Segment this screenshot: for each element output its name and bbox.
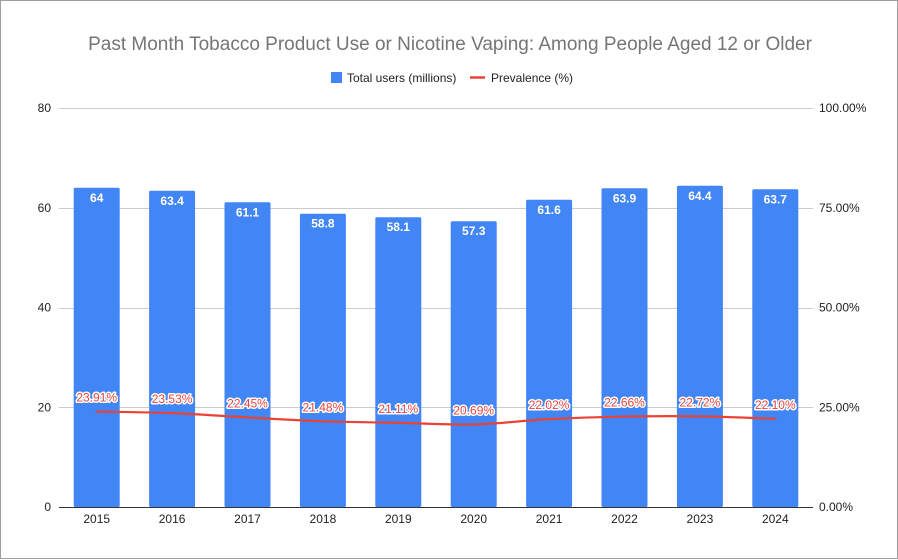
line-value-label: 23.91% (76, 391, 117, 405)
bar (526, 200, 572, 507)
bar (225, 202, 271, 507)
line-value-label: 23.53% (152, 392, 193, 406)
bar-value-label: 57.3 (462, 224, 486, 238)
left-axis-tick-label: 0 (44, 500, 51, 514)
bar-value-label: 63.4 (160, 194, 184, 208)
bar (149, 191, 195, 507)
x-axis-tick-label: 2023 (687, 512, 714, 526)
line-value-label: 22.02% (529, 398, 570, 412)
legend-label-bars: Total users (millions) (347, 71, 456, 85)
chart-title: Past Month Tobacco Product Use or Nicoti… (88, 34, 813, 55)
line-value-label: 22.72% (680, 395, 721, 409)
right-axis-tick-label: 100.00% (819, 101, 867, 115)
line-value-label: 22.10% (755, 398, 796, 412)
bar-value-label: 61.6 (537, 203, 561, 217)
x-axis-tick-label: 2016 (159, 512, 186, 526)
left-axis-tick-label: 60 (38, 201, 52, 215)
bar (677, 186, 723, 507)
bar (74, 188, 120, 507)
right-axis-tick-label: 75.00% (819, 201, 860, 215)
bar (375, 217, 421, 507)
x-axis-tick-label: 2018 (310, 512, 337, 526)
bar-value-label: 63.7 (764, 192, 788, 206)
bar-value-label: 63.9 (613, 191, 637, 205)
bar-value-label: 61.1 (236, 205, 260, 219)
chart-legend: Total users (millions) Prevalence (%) (331, 71, 573, 85)
x-axis-tick-label: 2019 (385, 512, 412, 526)
left-axis-tick-label: 40 (38, 301, 52, 315)
bar-series: 64 63.4 61.1 58.8 58.1 57.3 61.6 63.9 64.4 63.7 (74, 186, 799, 507)
x-axis-tick-label: 2022 (611, 512, 638, 526)
left-axis-tick-label: 80 (38, 101, 52, 115)
x-axis-tick-label: 2021 (536, 512, 563, 526)
legend-swatch-bars (331, 72, 342, 83)
line-value-label: 21.48% (303, 400, 344, 414)
left-axis-tick-label: 20 (38, 400, 52, 414)
prevalence-line (97, 412, 776, 425)
bar-value-label: 58.1 (387, 220, 411, 234)
x-axis-tick-label: 2020 (460, 512, 487, 526)
x-axis-tick-label: 2017 (234, 512, 261, 526)
bar-value-label: 64 (90, 191, 104, 205)
bar-value-label: 64.4 (688, 189, 712, 203)
right-axis-tick-label: 0.00% (819, 500, 853, 514)
bar (752, 189, 798, 507)
x-axis-tick-label: 2015 (83, 512, 110, 526)
bar (602, 188, 648, 507)
bar (300, 214, 346, 507)
bar-value-label: 58.8 (311, 217, 335, 231)
line-value-label: 22.45% (227, 396, 268, 410)
right-axis-tick-label: 25.00% (819, 400, 860, 414)
x-axis-tick-label: 2024 (762, 512, 789, 526)
line-value-label: 20.69% (453, 403, 494, 417)
line-value-label: 22.66% (604, 396, 645, 410)
legend-label-line: Prevalence (%) (491, 71, 573, 85)
right-axis-tick-label: 50.00% (819, 301, 860, 315)
bar (451, 221, 497, 507)
line-value-label: 21.11% (378, 402, 418, 416)
